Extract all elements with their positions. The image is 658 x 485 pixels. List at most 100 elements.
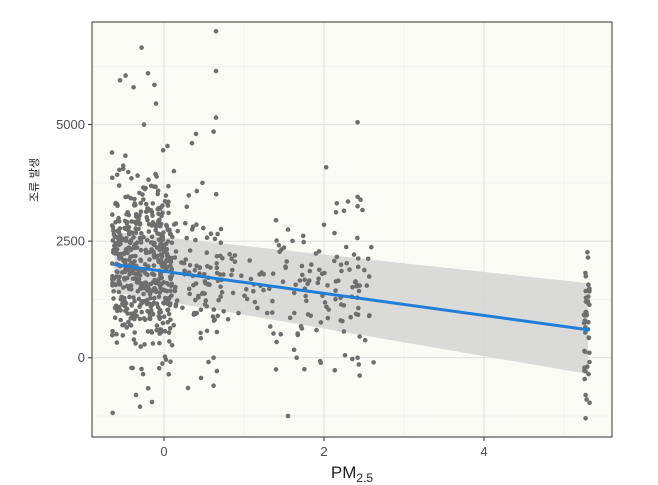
data-point	[314, 327, 319, 333]
data-point	[587, 302, 592, 308]
data-point	[128, 316, 133, 321]
data-point	[317, 267, 322, 273]
data-point	[299, 263, 305, 269]
data-point	[131, 235, 136, 240]
panel-border	[91, 21, 613, 438]
data-point	[218, 294, 223, 299]
data-point	[586, 335, 591, 340]
data-point	[145, 329, 151, 334]
data-point	[117, 78, 123, 83]
data-point	[170, 234, 175, 240]
data-point	[345, 199, 351, 204]
data-point	[297, 278, 303, 283]
data-point	[334, 254, 340, 260]
data-point	[354, 282, 360, 288]
data-point	[366, 274, 372, 279]
data-point	[141, 291, 146, 297]
data-point	[138, 257, 143, 263]
data-point	[130, 276, 136, 282]
data-point	[139, 366, 144, 372]
data-point	[322, 300, 328, 305]
data-point	[230, 267, 235, 273]
data-point	[211, 355, 216, 361]
data-point	[155, 206, 160, 212]
data-point	[126, 225, 132, 230]
data-point	[274, 339, 279, 345]
data-point	[129, 219, 134, 224]
data-point	[144, 238, 150, 243]
data-point	[261, 271, 267, 277]
confidence-band	[114, 231, 589, 375]
data-point	[216, 298, 221, 303]
data-point	[355, 194, 360, 200]
data-point	[302, 366, 307, 372]
data-point	[344, 260, 350, 266]
y-tick-label: 5000	[56, 117, 85, 132]
data-point	[232, 253, 238, 258]
data-point	[146, 222, 152, 227]
data-point	[356, 305, 361, 311]
data-point	[122, 322, 127, 327]
data-point	[157, 316, 162, 322]
data-point	[198, 330, 203, 336]
data-point	[141, 197, 146, 202]
data-point	[162, 354, 168, 360]
data-point	[133, 230, 139, 235]
data-point	[148, 329, 154, 334]
data-point	[355, 264, 361, 270]
data-point	[169, 240, 175, 245]
data-point	[244, 296, 250, 302]
data-point	[110, 328, 115, 334]
data-point	[132, 330, 137, 335]
data-point	[148, 295, 153, 301]
data-point	[318, 360, 324, 366]
data-point	[145, 217, 150, 223]
data-point	[356, 362, 362, 367]
data-point	[300, 233, 306, 239]
data-point	[131, 85, 136, 90]
data-point	[143, 209, 149, 215]
data-point	[369, 244, 374, 250]
data-point	[285, 227, 291, 232]
data-point	[198, 375, 204, 381]
data-point	[212, 317, 217, 322]
data-point	[325, 315, 331, 321]
data-point	[145, 386, 151, 391]
data-point	[271, 331, 276, 336]
data-point	[365, 256, 371, 262]
data-point	[187, 248, 193, 253]
data-point	[136, 226, 141, 232]
data-point	[356, 288, 362, 294]
data-point	[299, 326, 305, 331]
data-point	[117, 279, 122, 284]
data-point	[160, 361, 165, 366]
data-point	[279, 247, 284, 252]
data-point	[126, 169, 131, 175]
data-point	[321, 222, 327, 228]
data-point	[175, 228, 180, 234]
data-point	[114, 331, 119, 337]
data-point	[166, 311, 172, 317]
data-point	[218, 240, 224, 245]
data-point	[149, 311, 155, 316]
data-point	[172, 285, 178, 291]
data-point	[118, 308, 123, 313]
data-point	[146, 177, 151, 182]
data-point	[139, 309, 144, 315]
data-point	[141, 234, 146, 240]
data-point	[362, 267, 367, 273]
data-point	[142, 280, 147, 286]
data-point	[166, 330, 172, 335]
data-point	[153, 171, 158, 177]
data-point	[187, 291, 192, 297]
data-point	[114, 201, 120, 207]
data-point	[122, 258, 128, 263]
data-point	[116, 242, 122, 248]
data-point	[131, 243, 137, 249]
data-point	[584, 312, 590, 318]
data-point	[291, 290, 297, 296]
data-point	[135, 289, 141, 294]
data-point	[162, 262, 167, 268]
data-point	[309, 262, 314, 267]
data-point	[355, 355, 360, 361]
